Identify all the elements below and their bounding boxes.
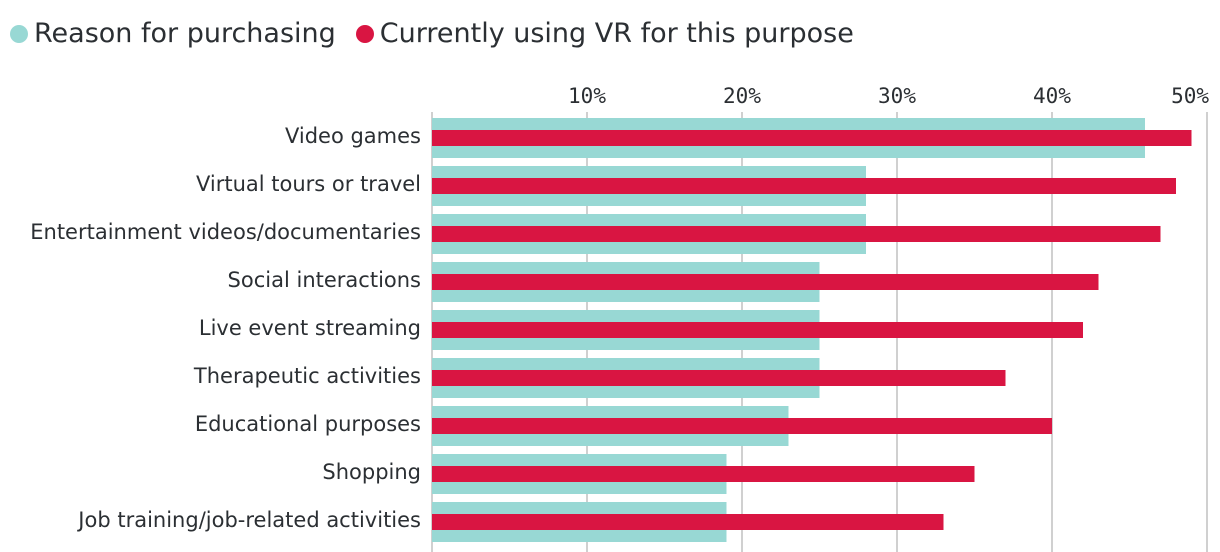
legend-label-reason: Reason for purchasing [34,18,336,49]
legend-label-currently-using: Currently using VR for this purpose [379,18,854,49]
x-tick-label: 20% [723,84,761,108]
category-label: Entertainment videos/documentaries [30,220,421,244]
category-label: Video games [285,124,421,148]
category-label: Social interactions [228,268,421,292]
bar-currently-using [432,274,1099,290]
x-tick-label: 40% [1033,84,1071,108]
category-label: Educational purposes [195,412,421,436]
category-label: Shopping [322,460,421,484]
category-label: Virtual tours or travel [196,172,421,196]
bar-currently-using [432,370,1006,386]
bar-currently-using [432,178,1176,194]
bar-currently-using [432,226,1161,242]
bar-currently-using [432,466,975,482]
legend-swatch-currently-using [355,24,374,43]
category-label: Live event streaming [199,316,421,340]
x-tick-label: 10% [568,84,606,108]
bar-currently-using [432,130,1192,146]
x-tick-label: 50% [1171,84,1209,108]
bar-currently-using [432,514,944,530]
category-label: Therapeutic activities [193,364,421,388]
category-label: Job training/job-related activities [76,508,421,532]
legend-item-reason: Reason for purchasing [10,18,336,49]
bar-currently-using [432,418,1052,434]
legend-swatch-reason [10,24,28,43]
bar-currently-using [432,322,1083,338]
legend: Reason for purchasing Currently using VR… [10,18,874,49]
legend-item-currently-using: Currently using VR for this purpose [355,18,854,49]
x-tick-label: 30% [878,84,916,108]
